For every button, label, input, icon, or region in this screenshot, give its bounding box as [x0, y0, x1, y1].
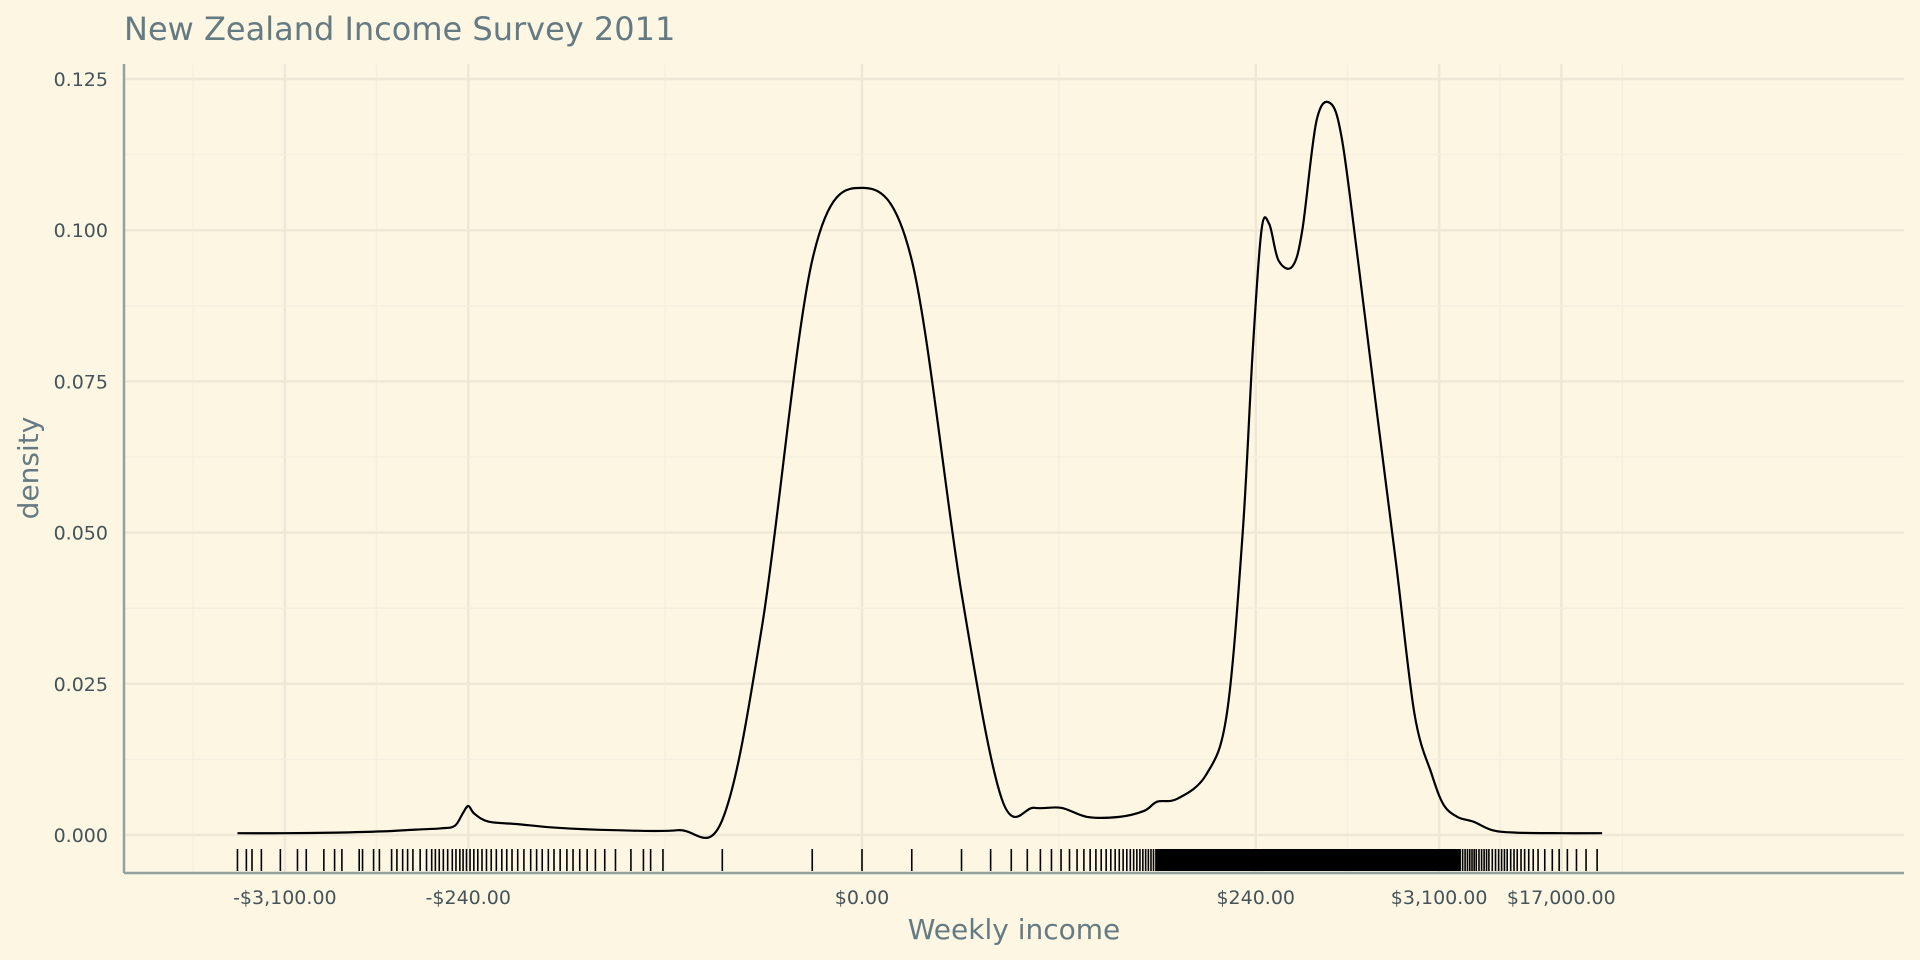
y-tick-label: 0.125: [54, 69, 108, 91]
axes: [122, 64, 1904, 875]
y-tick-label: 0.000: [54, 825, 108, 847]
y-tick-label: 0.100: [54, 220, 108, 242]
density-curve-group: [237, 100, 1603, 840]
density-curve: [237, 100, 1603, 840]
rug-dense-band: [1157, 849, 1461, 871]
x-tick-label: -$3,100.00: [233, 887, 337, 909]
tick-labels: -$3,100.00 -$240.00 $0.00 $240.00 $3,100.00 $…: [54, 69, 1616, 909]
rug-marks: [236, 849, 1598, 871]
x-axis-title: Weekly income: [908, 913, 1121, 946]
x-tick-label: $3,100.00: [1391, 887, 1488, 909]
x-tick-label: -$240.00: [426, 887, 511, 909]
y-tick-label: 0.025: [54, 674, 108, 696]
chart-title: New Zealand Income Survey 2011: [124, 10, 675, 48]
y-tick-label: 0.050: [54, 523, 108, 545]
y-axis-title: density: [12, 417, 45, 520]
x-tick-label: $17,000.00: [1507, 887, 1616, 909]
x-tick-label: $0.00: [835, 887, 889, 909]
y-tick-label: 0.075: [54, 371, 108, 393]
x-tick-label: $240.00: [1216, 887, 1295, 909]
grid: [124, 64, 1904, 873]
